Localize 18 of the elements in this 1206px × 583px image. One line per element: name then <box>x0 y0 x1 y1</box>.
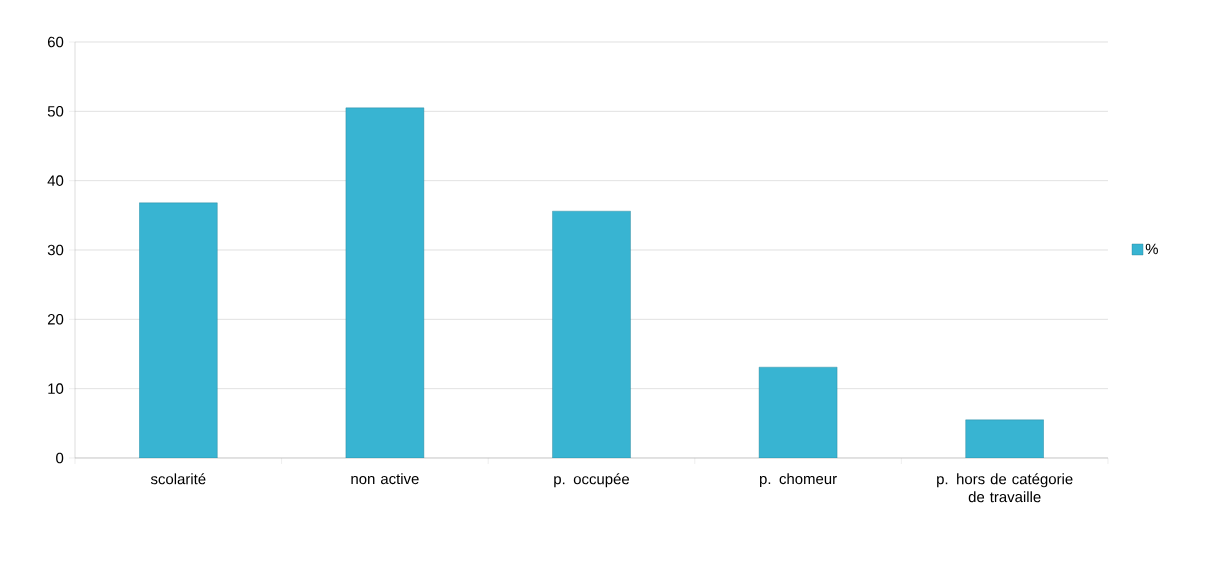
y-tick-label: 60 <box>47 36 64 48</box>
bar <box>552 210 631 458</box>
x-tick-label: p. hors de catégorie de travaille <box>937 473 1073 503</box>
y-tick-label: 20 <box>47 314 64 325</box>
x-tick-label: non active <box>351 473 419 485</box>
bar <box>965 419 1044 458</box>
x-tick-label: p. chomeur <box>760 473 837 488</box>
bar <box>139 202 218 458</box>
bar <box>758 366 838 458</box>
y-tick-label: 50 <box>47 106 64 117</box>
y-tick-label: 0 <box>56 452 64 464</box>
bar <box>345 107 425 458</box>
x-tick-label: p. occupée <box>554 473 630 488</box>
y-tick-label: 30 <box>47 244 64 256</box>
x-tick-label: scolarité <box>150 473 206 485</box>
y-tick-label: 40 <box>47 175 64 186</box>
y-tick-label: 10 <box>48 383 64 394</box>
legend-label: % <box>1145 243 1158 255</box>
